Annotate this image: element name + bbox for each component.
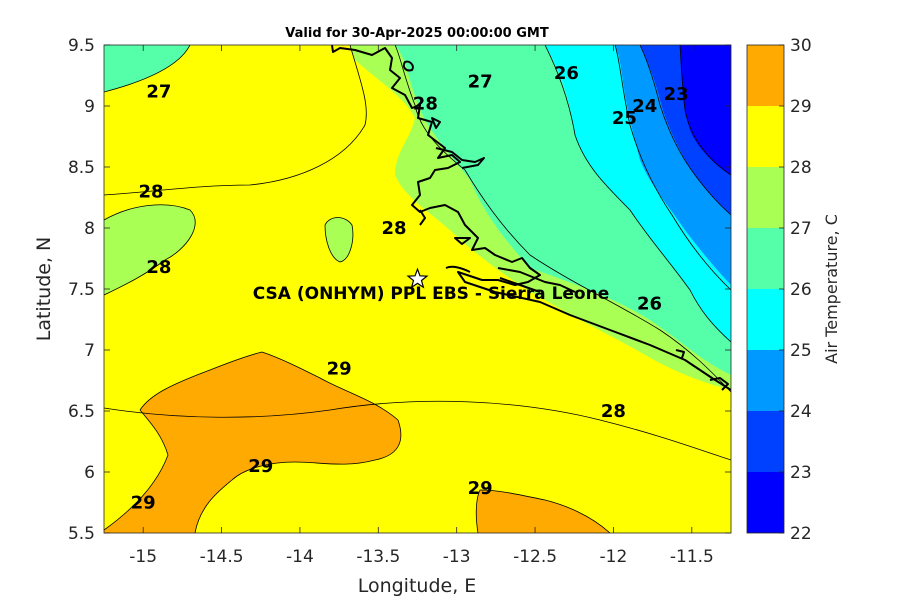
y-tick-label: 8.5 [68,158,95,178]
colorbar-label: Air Temperature, C [822,214,841,364]
colorbar-tick-label: 23 [790,463,812,483]
contour-label: 29 [327,358,352,379]
y-tick-label: 9.5 [68,36,95,56]
y-tick-label: 7 [84,341,95,361]
colorbar-swatch [747,411,784,472]
colorbar-tick-label: 28 [790,158,812,178]
band-22-23 [680,45,731,175]
y-tick-label: 6.5 [68,402,95,422]
colorbar-swatch [747,350,784,411]
colorbar-swatch [747,167,784,228]
colorbar-swatch [747,106,784,167]
y-tick-label: 9 [84,97,95,117]
contour-label: 26 [554,63,579,84]
y-tick-label: 7.5 [68,280,95,300]
site-label: CSA (ONHYM) PPL EBS - Sierra Leone [253,284,610,304]
coastline [331,45,731,391]
contour-label: 25 [612,108,637,129]
contour-label: 28 [601,401,626,422]
y-axis: 5.5 6 6.5 7 7.5 8 8.5 9 9.5 [68,36,731,544]
x-tick-label: -14.5 [200,547,244,567]
colorbar-tick-label: 27 [790,219,812,239]
contour-label: 28 [138,181,163,202]
x-tick-label: -11.5 [670,547,714,567]
x-tick-label: -14 [286,547,314,567]
colorbar-swatch [747,472,784,533]
contour-line [104,400,731,461]
contour-label: 28 [413,94,438,115]
contour-label: 27 [146,81,171,102]
contour-line [104,45,367,196]
colorbar-tick-label: 22 [790,524,812,544]
x-tick-label: -15 [129,547,157,567]
contour-label: 28 [146,257,171,278]
contour-label: 26 [637,294,662,315]
contour-label: 23 [664,84,689,105]
colorbar-tick-label: 29 [790,97,812,117]
x-tick-label: -12.5 [513,547,557,567]
x-axis-label: Longitude, E [358,575,477,597]
contour-label: 27 [468,72,493,93]
contour-label: 29 [248,456,273,477]
contour-line [104,409,169,531]
colorbar-swatch [747,45,784,106]
colorbar-tick-label: 26 [790,280,812,300]
colorbar-tick-label: 24 [790,402,812,422]
star-icon [406,267,429,289]
y-tick-label: 6 [84,463,95,483]
x-tick-label: -13 [443,547,471,567]
x-axis: -15 -14.5 -14 -13.5 -13 -12.5 -12 -11.5 [129,45,714,567]
contour-line [104,45,191,93]
contour-lines [104,45,731,533]
contour-label: 24 [632,96,657,117]
colorbar-swatch [747,289,784,350]
band-29-30-southeast [476,490,610,533]
contour-label: 28 [381,218,406,239]
y-axis-label: Latitude, N [33,237,55,342]
colorbar-tick-label: 25 [790,341,812,361]
colorbar-tick-label: 30 [790,36,812,56]
colorbar-swatch [747,228,784,289]
contour-line [639,45,731,216]
band-27-28-west-blob [104,204,196,295]
contour-line [104,204,196,296]
contour-line [475,489,611,533]
x-tick-label: -13.5 [356,547,400,567]
map-title: Valid for 30-Apr-2025 00:00:00 GMT [285,26,549,41]
y-tick-label: 8 [84,219,95,239]
contour-line [614,45,731,291]
colorbar: 22 23 24 25 26 27 28 29 30 [746,36,812,544]
y-tick-label: 5.5 [68,524,95,544]
contour-label: 29 [131,493,156,514]
band-26-27 [104,45,190,92]
contour-line [679,45,731,176]
contour-line [324,217,354,263]
band-27-28-island [325,217,353,262]
contour-line [394,45,731,393]
contour-label: 29 [468,478,493,499]
band-29-30-south [104,352,401,533]
contour-line [139,351,402,533]
x-tick-label: -12 [600,547,628,567]
contour-line [544,45,731,343]
